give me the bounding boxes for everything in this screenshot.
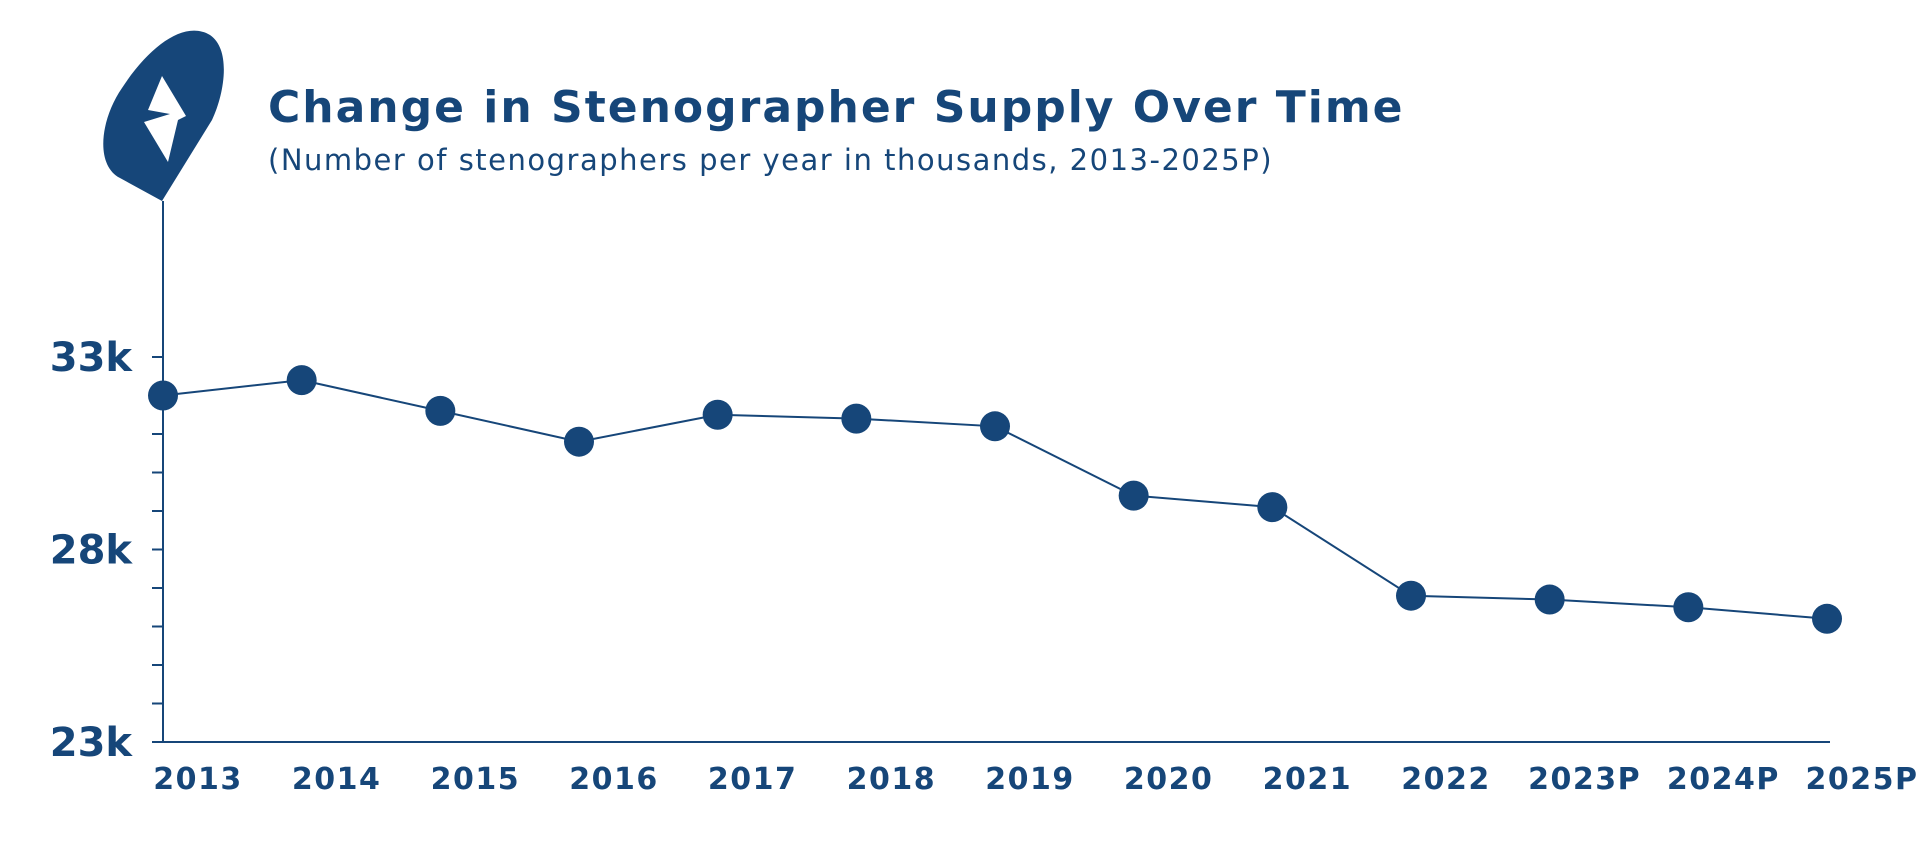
lightning-bolt-pin-icon: [103, 30, 224, 201]
data-point: [1812, 603, 1842, 634]
x-tick-label: 2019: [985, 762, 1075, 797]
x-tick-label: 2015: [431, 762, 521, 797]
x-tick-label: 2018: [847, 762, 937, 797]
data-point: [1396, 580, 1426, 611]
data-point: [1534, 584, 1565, 615]
data-point: [1118, 480, 1149, 511]
data-point: [1673, 592, 1704, 623]
x-tick-label: 2017: [708, 762, 798, 797]
data-point: [286, 365, 317, 396]
y-tick-label: 28k: [50, 528, 134, 574]
data-point: [702, 399, 733, 430]
y-tick-label: 23k: [50, 720, 134, 766]
chart-title: Change in Stenographer Supply Over Time: [268, 82, 1405, 133]
x-tick-label: 2021: [1263, 762, 1353, 797]
data-point: [841, 403, 872, 434]
chart-subtitle: (Number of stenographers per year in tho…: [268, 143, 1273, 177]
x-tick-label: 2016: [569, 762, 659, 797]
data-point: [564, 426, 594, 457]
x-tick-label: 2013: [153, 762, 243, 797]
data-point: [980, 411, 1010, 442]
x-tick-label: 2022: [1401, 762, 1491, 797]
data-point: [148, 380, 178, 411]
x-tick-label: 2020: [1124, 762, 1214, 797]
y-tick-label: 33k: [50, 335, 134, 381]
x-tick-label: 2014: [292, 762, 382, 797]
data-point: [1257, 492, 1288, 523]
x-tick-label: 2025P: [1806, 762, 1919, 797]
x-tick-label: 2023P: [1528, 762, 1641, 797]
x-tick-label: 2024P: [1667, 762, 1780, 797]
data-point: [425, 395, 456, 426]
